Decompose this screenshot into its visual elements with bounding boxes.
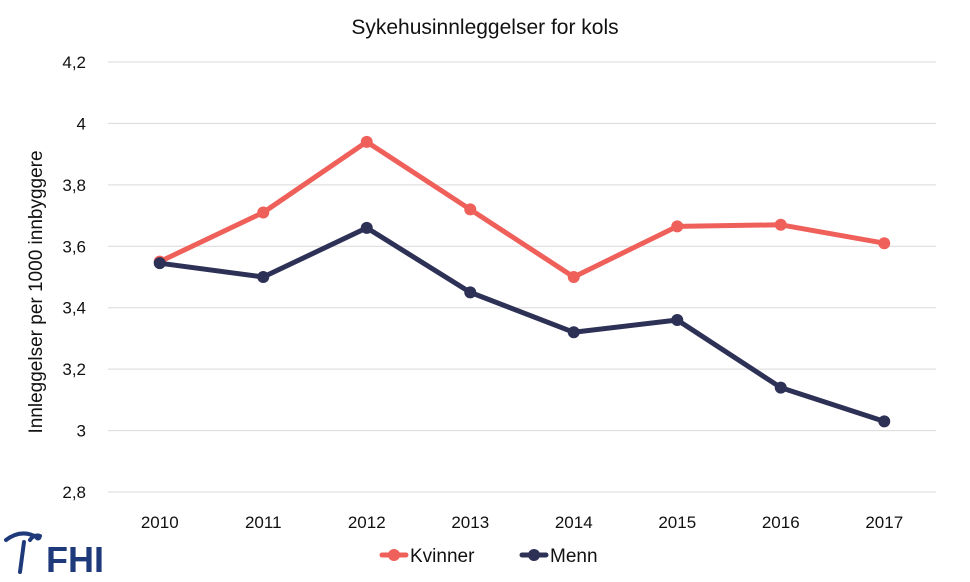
data-point-menn xyxy=(567,326,580,339)
series-line-menn xyxy=(157,225,887,424)
legend-label-kvinner: Kvinner xyxy=(410,546,475,567)
data-point-kvinner xyxy=(360,135,373,148)
x-tick-label: 2013 xyxy=(451,513,489,532)
legend-marker-menn xyxy=(528,549,540,561)
x-tick-label: 2016 xyxy=(762,513,800,532)
data-point-menn xyxy=(671,314,684,326)
y-tick-label: 2,8 xyxy=(62,483,86,502)
data-point-menn xyxy=(257,271,270,283)
legend-marker-kvinner xyxy=(388,549,400,561)
fhi-logo-dot-icon xyxy=(34,533,42,541)
data-point-kvinner xyxy=(671,220,684,233)
series-group xyxy=(153,135,891,428)
data-point-menn xyxy=(878,415,891,428)
x-axis-ticks: 2010 2011 2012 2013 2014 2015 2016 2017 xyxy=(141,513,903,532)
data-point-kvinner xyxy=(464,203,477,216)
y-tick-label: 3 xyxy=(77,422,86,441)
data-point-kvinner xyxy=(774,218,787,231)
y-tick-label: 4 xyxy=(77,114,86,133)
y-tick-label: 3,4 xyxy=(62,299,86,318)
x-tick-label: 2010 xyxy=(141,513,179,532)
series-line-kvinner xyxy=(157,139,887,280)
y-tick-label: 3,6 xyxy=(62,237,86,256)
data-point-kvinner xyxy=(567,271,580,283)
chart-title: Sykehusinnleggelser for kols xyxy=(351,16,618,39)
legend-label-menn: Menn xyxy=(550,546,598,567)
y-tick-label: 3,2 xyxy=(62,360,86,379)
data-point-menn xyxy=(464,286,477,299)
fhi-logo-text: FHI xyxy=(46,539,104,580)
data-point-menn xyxy=(153,257,166,270)
data-point-menn xyxy=(360,221,373,234)
gridlines xyxy=(108,61,936,493)
x-tick-label: 2012 xyxy=(348,513,386,532)
data-point-kvinner xyxy=(257,206,270,219)
y-axis-ticks: 2,8 3 3,2 3,4 3,6 3,8 4 4,2 xyxy=(62,53,86,502)
y-tick-label: 3,8 xyxy=(62,176,86,195)
data-point-kvinner xyxy=(878,237,891,250)
y-tick-label: 4,2 xyxy=(62,53,86,72)
data-point-menn xyxy=(774,381,787,394)
x-tick-label: 2011 xyxy=(245,513,282,532)
fhi-logo: FHI xyxy=(4,531,104,580)
x-tick-label: 2015 xyxy=(658,513,696,532)
y-axis-label: Innleggelser per 1000 innbyggere xyxy=(26,150,47,433)
x-tick-label: 2014 xyxy=(555,513,593,532)
x-tick-label: 2017 xyxy=(865,513,903,532)
fhi-logo-mark-icon xyxy=(4,531,42,574)
legend: Kvinner Menn xyxy=(379,546,598,567)
